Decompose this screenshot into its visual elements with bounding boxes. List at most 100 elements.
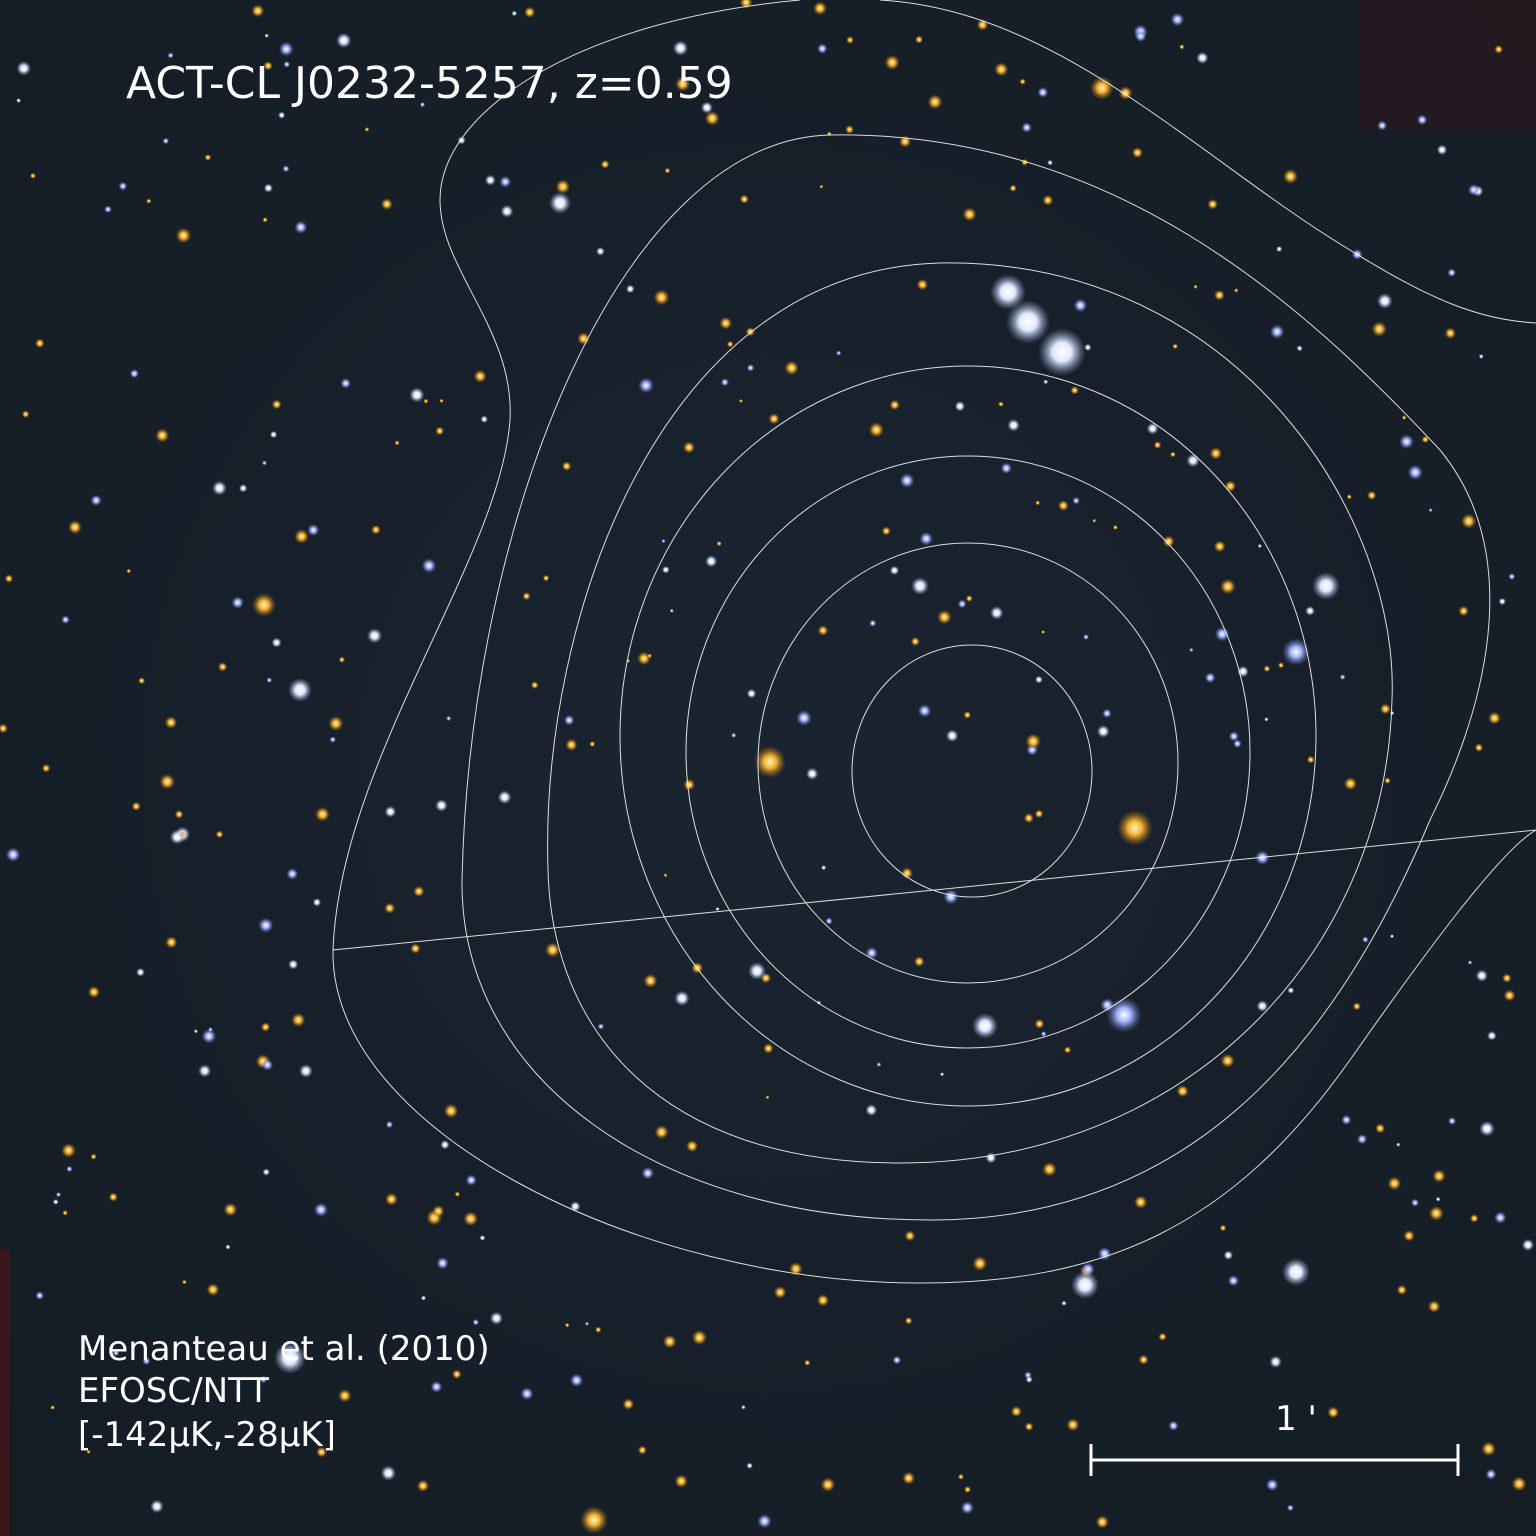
star xyxy=(1494,45,1503,54)
star xyxy=(1170,451,1176,457)
star xyxy=(911,637,920,646)
star xyxy=(165,936,177,948)
star xyxy=(480,1235,486,1241)
star xyxy=(865,1104,877,1116)
star xyxy=(663,873,667,877)
star xyxy=(1344,777,1357,790)
star xyxy=(1220,1054,1234,1068)
star xyxy=(1504,989,1516,1001)
star xyxy=(585,1322,589,1326)
star xyxy=(1106,997,1142,1033)
star xyxy=(1269,1356,1282,1369)
star xyxy=(384,903,395,914)
star xyxy=(1011,1406,1022,1417)
star xyxy=(423,399,428,404)
star xyxy=(940,1072,944,1076)
star xyxy=(524,7,535,18)
star xyxy=(208,1027,213,1032)
star xyxy=(626,285,635,294)
star xyxy=(138,677,145,684)
star xyxy=(1448,1117,1456,1125)
star xyxy=(1270,324,1285,339)
star xyxy=(1064,1046,1071,1053)
star xyxy=(1485,1469,1496,1480)
star xyxy=(665,168,671,174)
star xyxy=(1225,480,1237,492)
star xyxy=(570,1374,584,1388)
star xyxy=(371,525,381,535)
star xyxy=(972,1256,987,1271)
star xyxy=(1347,494,1352,499)
star xyxy=(1283,169,1298,184)
star xyxy=(1470,1214,1479,1223)
star xyxy=(262,217,268,223)
star xyxy=(498,790,512,804)
star xyxy=(643,974,657,988)
star xyxy=(1163,536,1175,548)
star xyxy=(1233,739,1242,748)
star xyxy=(66,1166,73,1173)
star xyxy=(288,959,298,969)
star xyxy=(278,112,285,119)
star xyxy=(252,593,276,617)
star xyxy=(1207,199,1218,210)
star xyxy=(206,1283,219,1296)
star xyxy=(748,962,766,980)
star xyxy=(35,1291,44,1300)
star xyxy=(1282,1258,1310,1286)
star xyxy=(1205,672,1216,683)
star xyxy=(556,179,571,194)
star xyxy=(1025,1422,1034,1431)
star xyxy=(1215,627,1230,642)
star xyxy=(638,377,654,393)
star xyxy=(1038,328,1086,376)
star xyxy=(918,704,932,718)
star xyxy=(336,33,352,49)
star xyxy=(224,1203,238,1217)
star xyxy=(580,1506,608,1534)
sky-image: ACT-CL J0232-5257, z=0.59 Menanteau et a… xyxy=(0,0,1536,1536)
star xyxy=(623,1398,635,1410)
star xyxy=(915,35,923,43)
star xyxy=(1479,1121,1495,1137)
star xyxy=(155,428,169,442)
star xyxy=(251,4,264,17)
star xyxy=(266,677,272,683)
star xyxy=(512,11,518,17)
star xyxy=(463,1211,478,1226)
star xyxy=(1402,415,1407,420)
star xyxy=(1390,934,1394,938)
star xyxy=(1436,1197,1441,1202)
star xyxy=(1353,1002,1361,1010)
star xyxy=(315,807,330,822)
star xyxy=(435,426,444,435)
star xyxy=(212,481,227,496)
star xyxy=(385,806,397,818)
star xyxy=(338,1389,352,1403)
star xyxy=(1007,419,1020,432)
star xyxy=(109,1192,118,1201)
star xyxy=(1134,1195,1147,1208)
star xyxy=(1172,343,1178,349)
star xyxy=(1097,725,1110,738)
star xyxy=(198,1064,211,1077)
star xyxy=(955,401,966,412)
star xyxy=(130,369,139,378)
star xyxy=(1377,120,1387,130)
star xyxy=(175,810,184,819)
star xyxy=(432,1205,444,1217)
star xyxy=(1377,293,1393,309)
star xyxy=(1445,327,1457,339)
star xyxy=(876,1062,881,1067)
star xyxy=(1037,87,1048,98)
star xyxy=(1096,1515,1109,1528)
star xyxy=(1305,606,1315,616)
star xyxy=(1461,513,1476,528)
star xyxy=(1468,960,1473,965)
star xyxy=(531,681,539,689)
star xyxy=(1488,712,1501,725)
star xyxy=(132,802,141,811)
star xyxy=(490,1312,503,1325)
star xyxy=(1327,1406,1339,1418)
star xyxy=(264,183,273,192)
